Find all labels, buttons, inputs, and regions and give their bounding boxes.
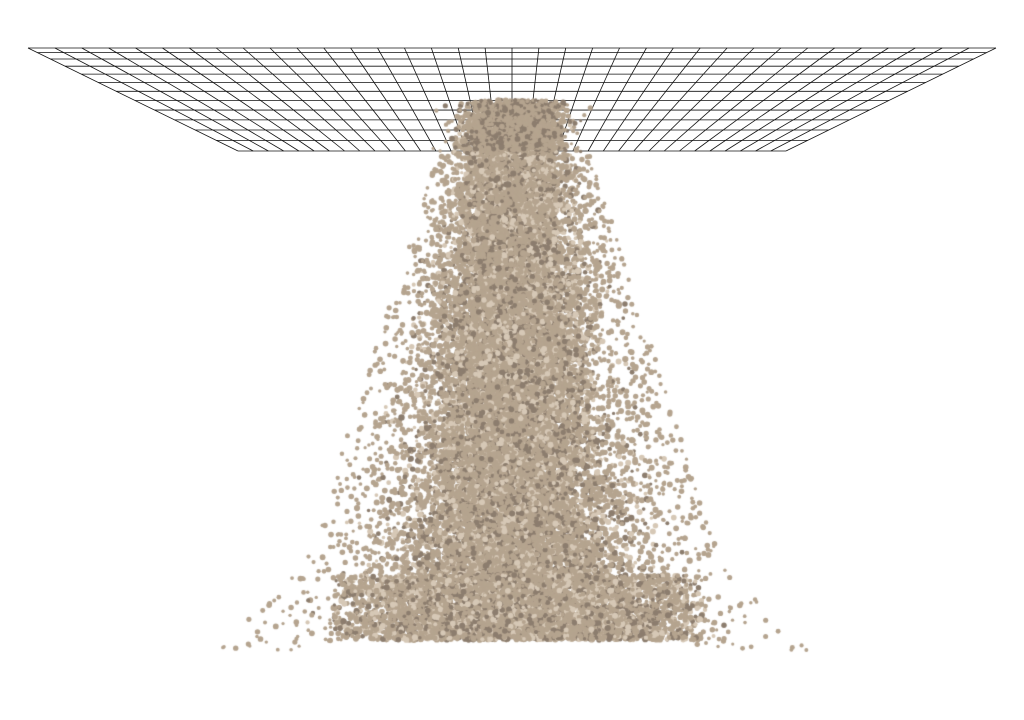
- grid-line-vertical: [54, 47, 254, 152]
- grid-line-vertical: [162, 47, 315, 152]
- grid-line-vertical: [484, 47, 498, 152]
- grid-line-vertical: [526, 47, 540, 152]
- grid-line-vertical: [242, 47, 361, 152]
- grid-line-vertical: [542, 47, 567, 152]
- grid-line-vertical: [587, 47, 647, 152]
- grid-line-vertical: [709, 47, 862, 152]
- grid-line-vertical: [135, 47, 300, 152]
- grid-line-vertical: [189, 47, 330, 152]
- grid-line-vertical: [269, 47, 376, 152]
- grid-line-vertical: [557, 47, 594, 152]
- grid-line-vertical: [785, 47, 997, 152]
- grid-line-vertical: [770, 47, 970, 152]
- grid-line-vertical: [350, 47, 421, 152]
- grid-line-vertical: [296, 47, 391, 152]
- grid-line-vertical: [694, 47, 835, 152]
- grid-line-vertical: [618, 47, 701, 152]
- grid-lines: [27, 47, 997, 152]
- grid-line-vertical: [457, 47, 482, 152]
- grid-line-vertical: [404, 47, 452, 152]
- grid-line-vertical: [663, 47, 782, 152]
- grid-line-vertical: [215, 47, 345, 152]
- grid-line-vertical: [377, 47, 437, 152]
- grid-line-vertical: [572, 47, 620, 152]
- grid-line-vertical: [724, 47, 889, 152]
- grid-line-vertical: [679, 47, 809, 152]
- grid-line-vertical: [603, 47, 674, 152]
- grid-line-vertical: [430, 47, 467, 152]
- grid-line-vertical: [323, 47, 406, 152]
- grid-line-vertical: [108, 47, 284, 152]
- grid-line-vertical: [740, 47, 916, 152]
- grid-line-vertical: [648, 47, 755, 152]
- grid-line-vertical: [633, 47, 728, 152]
- grid-line-vertical: [81, 47, 269, 152]
- grid-line-vertical: [755, 47, 943, 152]
- grid-line-vertical: [27, 47, 239, 152]
